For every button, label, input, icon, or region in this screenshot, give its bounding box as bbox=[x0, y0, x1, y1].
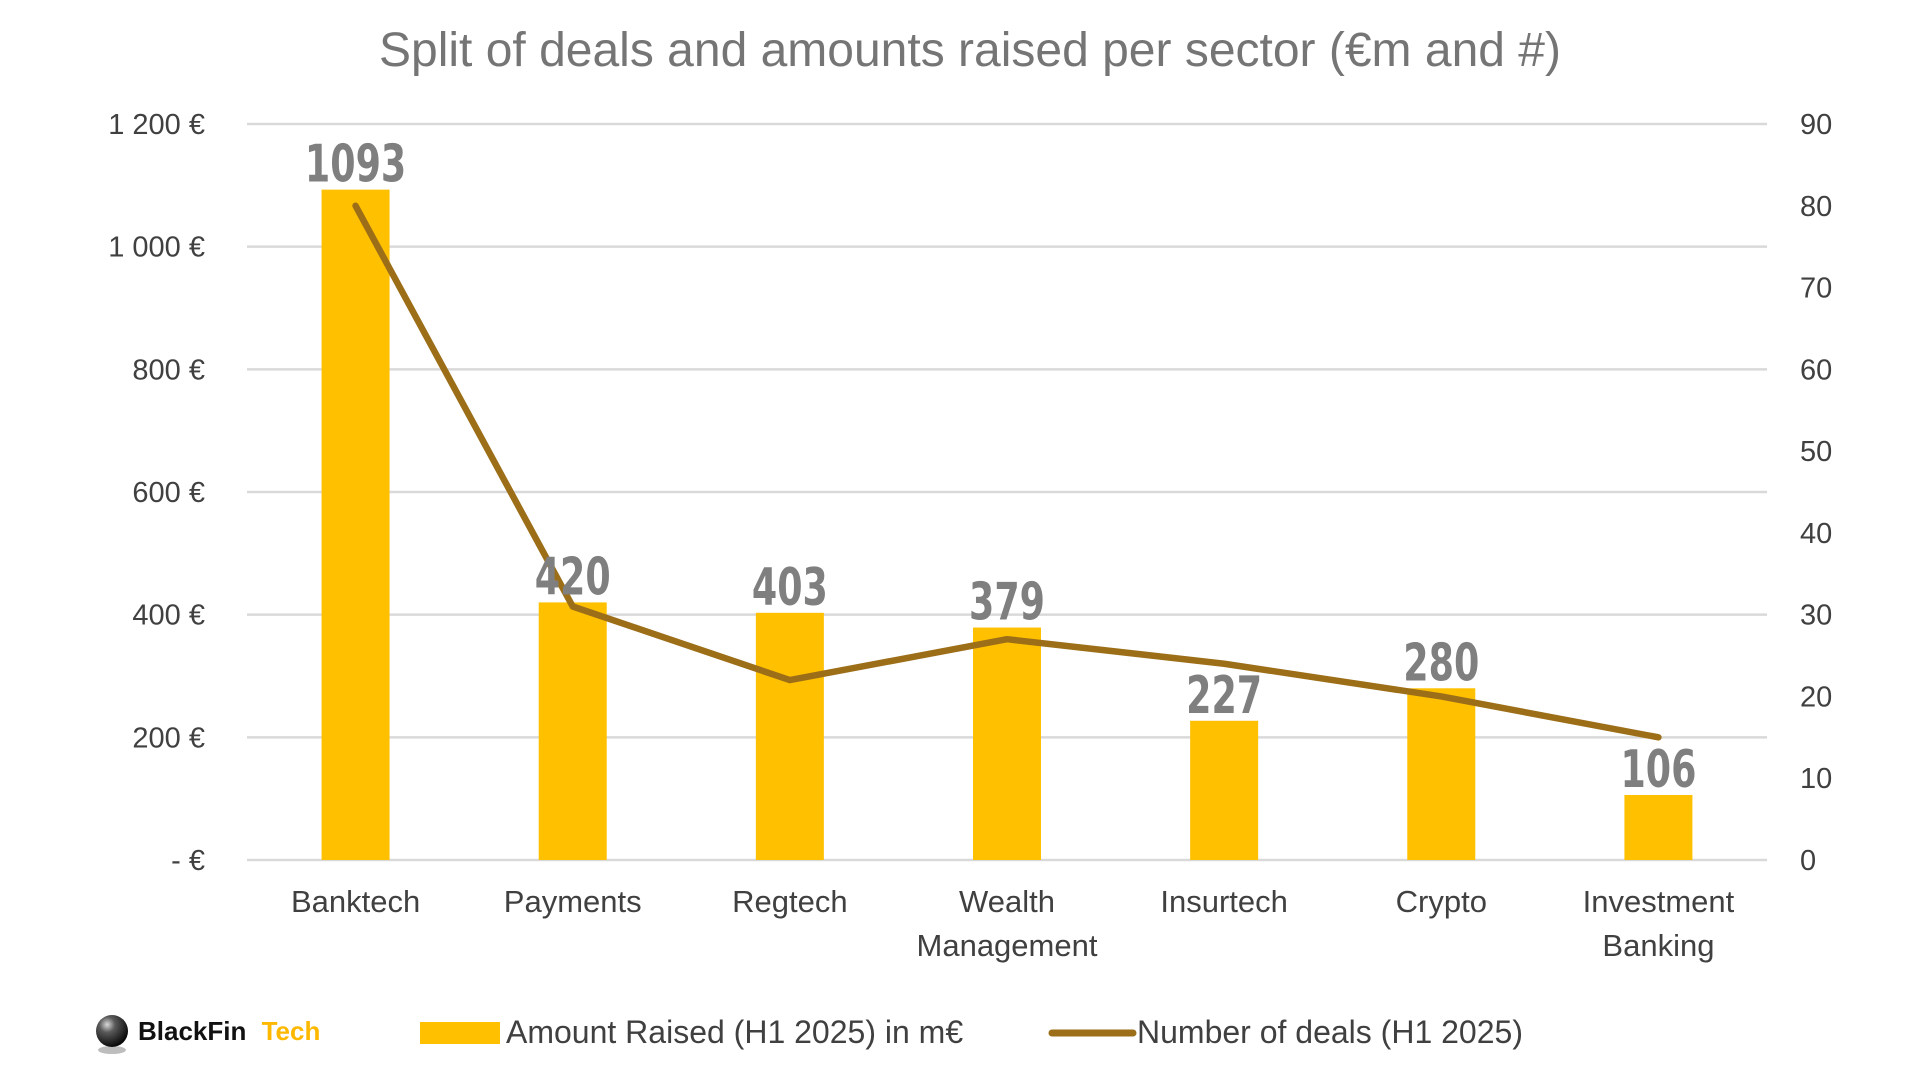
bar bbox=[755, 612, 824, 860]
line-point bbox=[355, 205, 357, 207]
right-tick-label: 10 bbox=[1800, 763, 1832, 795]
bar-value-label: 280 bbox=[1403, 632, 1479, 693]
right-tick-label: 0 bbox=[1800, 845, 1816, 877]
left-tick-label: 1 200 € bbox=[108, 109, 205, 141]
bar bbox=[973, 627, 1041, 860]
bar-value-label: 403 bbox=[752, 556, 828, 617]
bar-value-label: 420 bbox=[535, 546, 611, 607]
legend-line-label: Number of deals (H1 2025) bbox=[1137, 1014, 1523, 1050]
right-tick-label: 50 bbox=[1800, 436, 1832, 468]
category-label-line: Insurtech bbox=[1160, 884, 1288, 919]
left-tick-label: 400 € bbox=[132, 600, 205, 632]
bar-value-label: 1093 bbox=[305, 133, 406, 194]
chart-title: Split of deals and amounts raised per se… bbox=[379, 24, 1561, 77]
line-point bbox=[1657, 736, 1659, 738]
bar bbox=[321, 189, 390, 861]
category-labels: Banktech Payments Regtech Wealth Management I… bbox=[291, 884, 1735, 963]
right-tick-label: 30 bbox=[1800, 600, 1832, 632]
line-series bbox=[352, 202, 1662, 741]
bar bbox=[1190, 720, 1259, 860]
legend-bar-label: Amount Raised (H1 2025) in m€ bbox=[506, 1014, 963, 1050]
logo-name: BlackFin bbox=[138, 1016, 246, 1046]
category-label: Crypto bbox=[1396, 884, 1487, 919]
category-label: Insurtech bbox=[1160, 884, 1288, 919]
left-tick-label: 1 000 € bbox=[108, 232, 205, 264]
left-axis-ticks: - € 200 € 400 € 600 € 800 € 1 000 € 1 200 € bbox=[108, 109, 205, 877]
bar bbox=[1624, 794, 1693, 860]
line-point bbox=[1440, 695, 1442, 697]
left-tick-label: - € bbox=[171, 845, 205, 877]
legend-bar-swatch bbox=[420, 1022, 500, 1044]
bar bbox=[538, 602, 607, 860]
category-label-line: Banktech bbox=[291, 884, 420, 919]
bar-value-label: 227 bbox=[1186, 664, 1262, 725]
logo-wordmark: BlackFin Tech bbox=[138, 1016, 320, 1046]
left-tick-label: 600 € bbox=[132, 477, 205, 509]
category-label-line: Crypto bbox=[1396, 884, 1487, 919]
gridlines bbox=[247, 122, 1767, 862]
right-tick-label: 70 bbox=[1800, 273, 1832, 305]
bar-data-labels: 1093 420 403 379 227 280 106 bbox=[305, 133, 1696, 800]
line-point bbox=[1223, 663, 1225, 665]
line-point bbox=[789, 679, 791, 681]
right-axis-ticks: 0 10 20 30 40 50 60 70 80 90 bbox=[1800, 109, 1832, 877]
category-label-line: Banking bbox=[1602, 928, 1714, 963]
left-tick-label: 800 € bbox=[132, 354, 205, 386]
category-label: Banktech bbox=[291, 884, 420, 919]
legend: Amount Raised (H1 2025) in m€ Number of … bbox=[420, 1014, 1523, 1050]
category-label: Payments bbox=[504, 884, 642, 919]
left-tick-label: 200 € bbox=[132, 722, 205, 754]
category-label: Investment Banking bbox=[1583, 884, 1735, 963]
right-tick-label: 60 bbox=[1800, 354, 1832, 386]
logo-suffix: Tech bbox=[262, 1016, 321, 1046]
category-label-line: Payments bbox=[504, 884, 642, 919]
right-tick-label: 90 bbox=[1800, 109, 1832, 141]
category-label-line: Investment bbox=[1583, 884, 1735, 919]
bar-value-label: 106 bbox=[1620, 738, 1696, 799]
brand-logo: BlackFin Tech bbox=[96, 1015, 320, 1054]
bar-series bbox=[321, 189, 1693, 861]
category-label: Wealth Management bbox=[917, 884, 1098, 963]
right-tick-label: 20 bbox=[1800, 681, 1832, 713]
right-tick-label: 40 bbox=[1800, 518, 1832, 550]
logo-shadow bbox=[98, 1046, 126, 1054]
category-label: Regtech bbox=[732, 884, 847, 919]
category-label-line: Regtech bbox=[732, 884, 847, 919]
category-label-line: Management bbox=[917, 928, 1098, 963]
sphere-logo-icon bbox=[96, 1015, 128, 1047]
line-point bbox=[1006, 638, 1008, 640]
right-tick-label: 80 bbox=[1800, 191, 1832, 223]
bar bbox=[1407, 688, 1476, 860]
category-label-line: Wealth bbox=[959, 884, 1055, 919]
line-point bbox=[572, 605, 574, 607]
bar-value-label: 379 bbox=[969, 571, 1045, 632]
